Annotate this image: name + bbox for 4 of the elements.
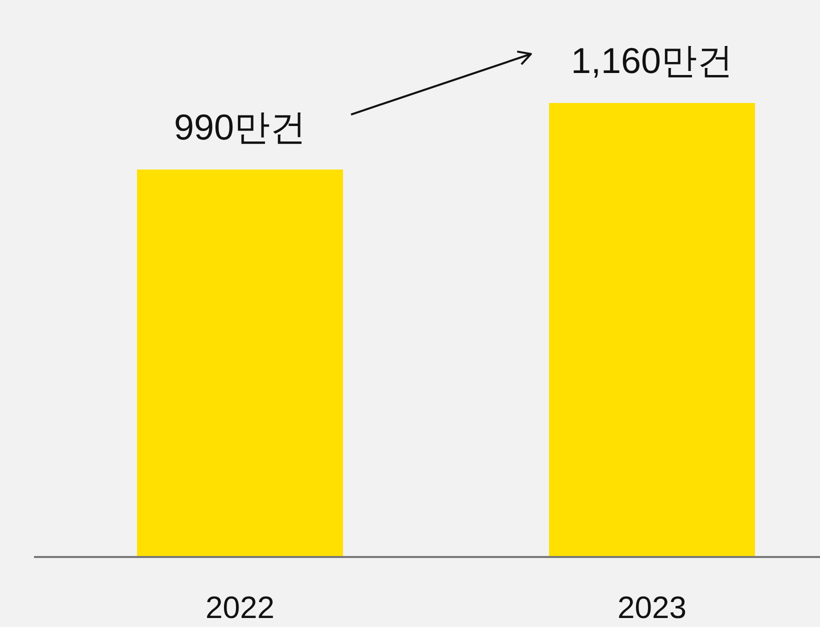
x-tick-label: 2022 — [206, 590, 274, 625]
x-tick-label: 2023 — [618, 590, 686, 625]
data-label: 990만건 — [174, 106, 306, 148]
data-label: 1,160만건 — [570, 40, 734, 81]
